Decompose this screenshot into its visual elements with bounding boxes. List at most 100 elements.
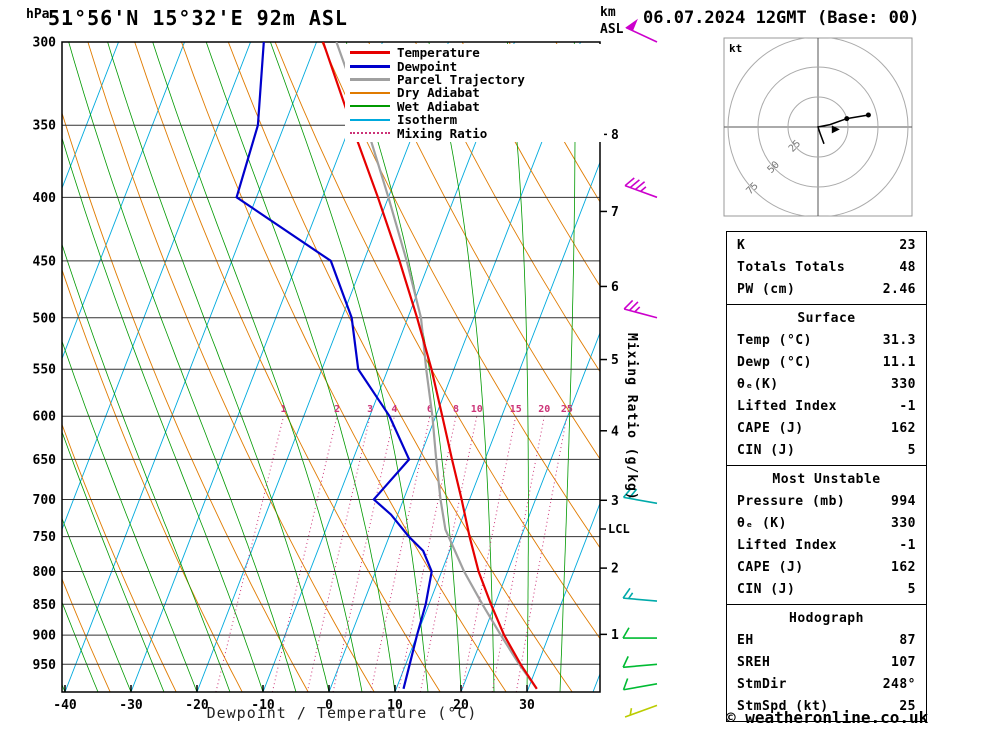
- svg-text:15: 15: [510, 404, 522, 415]
- x-axis-label: Dewpoint / Temperature (°C): [206, 704, 478, 722]
- hodograph-ring: [757, 66, 879, 188]
- wind-barb: [625, 18, 658, 43]
- legend-item: Wet Adiabat: [350, 98, 604, 114]
- table-row-label: Lifted Index: [737, 538, 837, 553]
- table-row: StmSpd (kt) 25: [727, 696, 926, 718]
- table-row: StmDir 248°: [727, 674, 926, 696]
- legend-item: Mixing Ratio: [350, 126, 604, 141]
- pressure-tick-labels: 300 350 400 450 500 550 600 650 700 750 800 850 900 9…: [33, 36, 57, 673]
- table-row: Lifted Index -1: [727, 535, 926, 557]
- table-row-value: 248°: [882, 677, 916, 692]
- svg-text:4: 4: [611, 424, 619, 439]
- table-row: CAPE (J) 162: [727, 418, 926, 440]
- svg-text:600: 600: [33, 410, 57, 425]
- svg-text:550: 550: [33, 363, 57, 378]
- altitude-unit-km: km: [600, 5, 616, 20]
- legend-line-sample: [350, 105, 390, 108]
- table-section: K 23 Totals Totals 48 PW (cm) 2.46: [726, 231, 927, 305]
- hodograph-trace-dot: [865, 112, 871, 118]
- table-row-label: θₑ (K): [737, 516, 787, 531]
- table-row-value: 107: [891, 655, 916, 670]
- svg-text:700: 700: [33, 493, 57, 508]
- table-row-value: 25: [899, 699, 916, 714]
- pressure-axis-unit: hPa: [26, 7, 50, 22]
- legend-line-sample: [350, 64, 390, 68]
- legend-label: Isotherm: [397, 112, 458, 128]
- table-row-value: 162: [891, 421, 916, 436]
- svg-text:2: 2: [611, 562, 619, 577]
- svg-text:1: 1: [281, 404, 287, 415]
- hodograph-ring: [787, 96, 849, 158]
- table-row: θₑ (K) 330: [727, 513, 926, 535]
- svg-text:30: 30: [519, 698, 535, 713]
- legend-item: Dewpoint: [350, 58, 604, 74]
- table-section: Surface Temp (°C) 31.3 Dewp (°C) 11.1 θₑ(K) 33…: [726, 304, 927, 466]
- svg-text:400: 400: [33, 191, 57, 206]
- hodograph-ring: [727, 38, 909, 216]
- svg-text:3: 3: [367, 404, 373, 415]
- legend-line-sample: [350, 91, 390, 94]
- table-row-label: PW (cm): [737, 282, 796, 297]
- svg-text:10: 10: [387, 698, 403, 713]
- mixing-ratio-axis-label: Mixing Ratio (g/kg): [624, 333, 639, 501]
- svg-text:750: 750: [33, 530, 57, 545]
- svg-text:650: 650: [33, 453, 57, 468]
- table-row: Pressure (mb) 994: [727, 491, 926, 513]
- table-row-value: 31.3: [882, 333, 916, 348]
- table-row: Totals Totals 48: [727, 257, 926, 279]
- table-row-label: Temp (°C): [737, 333, 812, 348]
- legend-item: Parcel Trajectory: [350, 72, 604, 87]
- sounding-curves: [235, 42, 538, 690]
- svg-text:20: 20: [538, 404, 550, 415]
- wind-barb: [623, 299, 658, 319]
- temperature-tick-labels: -40 -30 -20 -10 0 10 20 30: [53, 685, 535, 713]
- table-section-title: Most Unstable: [772, 472, 881, 487]
- table-row-value: 87: [899, 633, 916, 648]
- lcl-marker-label: LCL: [608, 522, 630, 536]
- svg-text:8: 8: [611, 128, 619, 143]
- legend-label: Temperature: [397, 45, 480, 61]
- table-row: SREH 107: [727, 652, 926, 674]
- table-row-label: SREH: [737, 655, 771, 670]
- table-row-label: Pressure (mb): [737, 494, 846, 509]
- svg-text:950: 950: [33, 658, 57, 673]
- table-section-title: Hodograph: [789, 611, 864, 626]
- table-section: Hodograph EH 87 SREH 107 StmDir 248° StmSpd (kt…: [726, 604, 927, 722]
- svg-text:7: 7: [611, 205, 619, 220]
- legend-label: Dewpoint: [397, 58, 458, 74]
- wind-barb: [622, 587, 658, 602]
- table-row: θₑ(K) 330: [727, 374, 926, 396]
- table-row-label: CAPE (J): [737, 560, 804, 575]
- legend-label: Wet Adiabat: [397, 98, 480, 114]
- table-row: Lifted Index -1: [727, 396, 926, 418]
- isotherm-lines: [62, 42, 600, 692]
- altitude-axis-unit: km ASL: [600, 4, 623, 38]
- table-row-label: K: [737, 238, 746, 253]
- svg-text:5: 5: [611, 353, 619, 368]
- copyright: © weatheronline.co.uk: [726, 708, 929, 727]
- table-row: Dewp (°C) 11.1: [727, 352, 926, 374]
- svg-text:3: 3: [611, 494, 619, 509]
- table-row-label: CIN (J): [737, 582, 796, 597]
- table-row: CIN (J) 5: [727, 579, 926, 601]
- table-row-value: 2.46: [882, 282, 916, 297]
- storm-motion-marker: [831, 125, 840, 134]
- svg-text:-40: -40: [53, 698, 77, 713]
- svg-text:25: 25: [561, 404, 573, 415]
- legend-line-sample: [350, 77, 390, 81]
- wind-barb: [624, 704, 658, 718]
- legend: Temperature Dewpoint Parcel Trajectory Dry …: [345, 44, 604, 142]
- plot-frame: [61, 41, 601, 693]
- table-row: K 23: [727, 235, 926, 257]
- svg-text:500: 500: [33, 311, 57, 326]
- svg-text:2: 2: [334, 404, 340, 415]
- legend-line-sample: [350, 118, 390, 121]
- table-row-value: 5: [907, 582, 916, 597]
- table-row-value: 330: [891, 377, 916, 392]
- dewpoint-curve: [235, 42, 433, 690]
- table-row-value: 994: [891, 494, 916, 509]
- table-section: Most Unstable Pressure (mb) 994 θₑ (K) 330 Li…: [726, 465, 927, 605]
- table-row-value: 11.1: [882, 355, 916, 370]
